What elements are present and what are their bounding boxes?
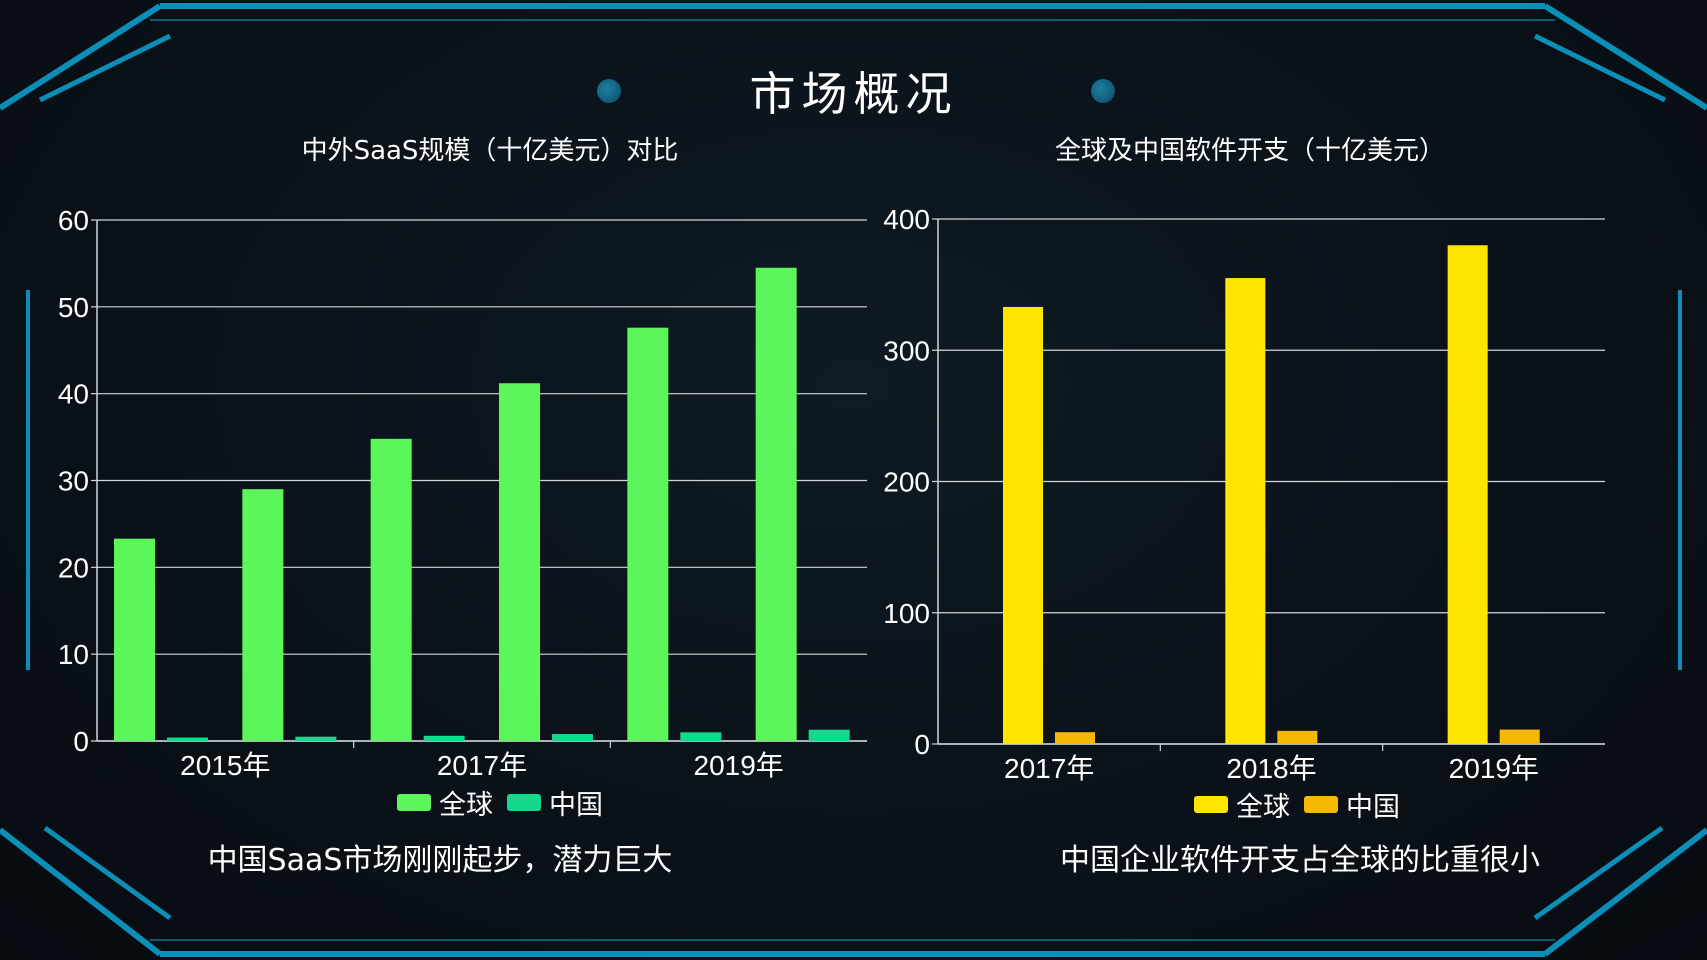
- bar-global-2019年: [627, 327, 669, 741]
- left-caption: 中国SaaS市场刚刚起步，潜力巨大: [207, 843, 673, 878]
- bar-china-2020年: [808, 729, 850, 741]
- x-tick-label: 2019年: [694, 750, 784, 781]
- y-tick-label: 20: [58, 552, 89, 583]
- y-tick-label: 100: [883, 598, 930, 629]
- y-tick-label: 400: [883, 204, 930, 235]
- bar-global-2019年: [1447, 245, 1488, 744]
- frame-corner-tl: [0, 3, 162, 111]
- bar-global-2017年: [1003, 306, 1043, 744]
- right-legend: 全球 中国: [1180, 785, 1400, 824]
- frame-corner-bl-inner: [43, 825, 172, 921]
- bar-china-2017年: [1055, 732, 1095, 744]
- y-tick-label: 30: [58, 466, 89, 497]
- y-tick-label: 60: [58, 205, 89, 236]
- frame-corner-br: [1543, 827, 1707, 957]
- frame-corner-bl: [0, 827, 162, 957]
- y-tick-label: 40: [58, 379, 89, 410]
- frame-corner-tl-inner: [38, 33, 172, 103]
- legend-swatch-global: [1194, 796, 1228, 813]
- y-tick-label: 10: [58, 639, 89, 670]
- frame-corner-tr: [1543, 3, 1707, 111]
- bar-global-2018年: [1225, 278, 1266, 744]
- bar-global-2017年: [370, 438, 412, 741]
- right-chart-title: 全球及中国软件开支（十亿美元）: [1054, 136, 1445, 166]
- legend-swatch-china: [507, 794, 541, 811]
- bar-global-2020年: [755, 267, 797, 741]
- bar-global-2018年: [499, 383, 540, 741]
- bar-china-2018年: [1277, 730, 1318, 744]
- bar-china-2018年: [552, 734, 593, 741]
- y-tick-label: 0: [73, 726, 89, 757]
- y-tick-label: 50: [58, 292, 89, 323]
- legend-label-china: 中国: [549, 790, 603, 821]
- bar-china-2017年: [423, 735, 465, 741]
- page-title: 市场概况: [749, 67, 958, 121]
- legend-label-global: 全球: [439, 790, 493, 821]
- title-dot-right: [1091, 79, 1115, 103]
- legend-swatch-china: [1304, 796, 1338, 813]
- title-dot-left: [597, 79, 621, 103]
- legend-swatch-global: [397, 794, 431, 811]
- x-tick-label: 2019年: [1449, 753, 1539, 784]
- bar-china-2019年: [680, 732, 722, 741]
- x-tick-label: 2015年: [180, 750, 270, 781]
- frame-corner-br-inner: [1533, 825, 1664, 921]
- y-tick-label: 300: [883, 335, 930, 366]
- right-caption: 中国企业软件开支占全球的比重很小: [1060, 843, 1540, 878]
- bar-china-2019年: [1499, 729, 1540, 744]
- frame-corner-tr-inner: [1533, 33, 1667, 103]
- legend-label-global: 全球: [1236, 792, 1290, 823]
- left-legend: 全球 中国: [383, 783, 603, 822]
- y-tick-label: 0: [914, 729, 930, 760]
- x-tick-label: 2017年: [1004, 753, 1094, 784]
- bar-global-2016年: [242, 489, 284, 741]
- x-tick-label: 2017年: [437, 750, 527, 781]
- bar-china-2016年: [295, 736, 337, 741]
- bar-global-2015年: [114, 538, 155, 741]
- bar-china-2015年: [167, 737, 208, 741]
- y-tick-label: 200: [883, 467, 930, 498]
- left-chart-title: 中外SaaS规模（十亿美元）对比: [301, 136, 679, 166]
- x-tick-label: 2018年: [1226, 753, 1316, 784]
- legend-label-china: 中国: [1346, 792, 1400, 823]
